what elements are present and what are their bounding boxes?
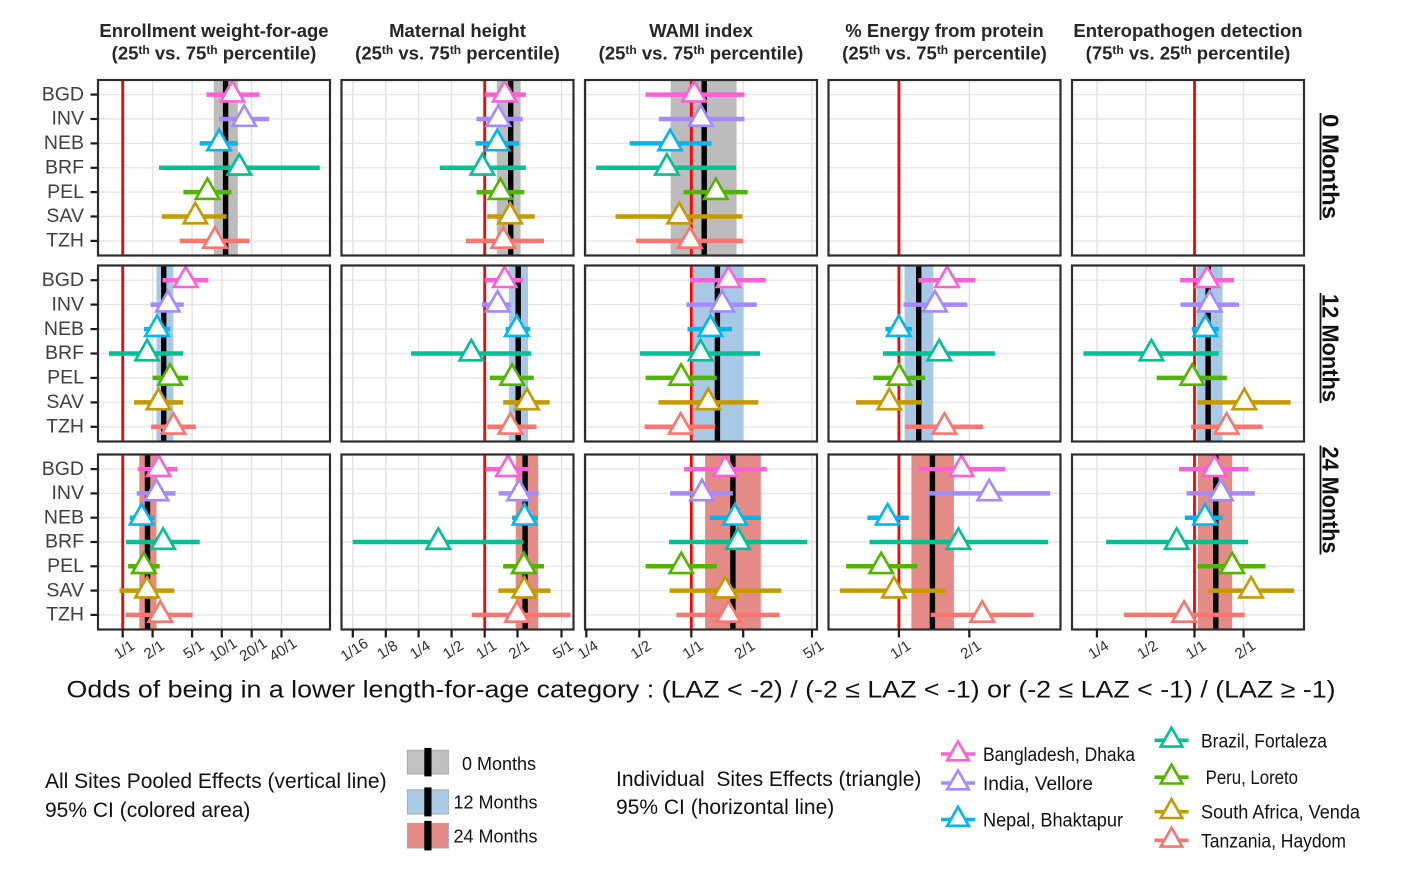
svg-text:NEB: NEB	[44, 318, 84, 340]
svg-text:Odds of being in a lower lengt: Odds of being in a lower length-for-age …	[67, 677, 1336, 704]
svg-text:Peru, Loreto: Peru, Loreto	[1201, 768, 1298, 789]
svg-text:INV: INV	[51, 108, 84, 130]
svg-text:BGD: BGD	[42, 269, 84, 291]
svg-text:NEB: NEB	[44, 506, 84, 528]
svg-text:Maternal height: Maternal height	[389, 20, 526, 41]
svg-text:SAV: SAV	[46, 579, 84, 601]
svg-text:(25th vs. 75th percentile): (25th vs. 75th percentile)	[842, 43, 1047, 64]
svg-text:India, Vellore: India, Vellore	[983, 774, 1093, 795]
svg-text:PEL: PEL	[47, 555, 84, 577]
svg-text:(25th vs. 75th percentile): (25th vs. 75th percentile)	[355, 43, 560, 64]
svg-text:PEL: PEL	[47, 367, 84, 389]
svg-text:(75th vs. 25th percentile): (75th vs. 25th percentile)	[1086, 43, 1291, 64]
svg-text:BGD: BGD	[42, 458, 84, 480]
svg-text:(25th vs. 75th percentile): (25th vs. 75th percentile)	[112, 43, 317, 64]
svg-text:Enrollment weight-for-age: Enrollment weight-for-age	[99, 20, 328, 41]
svg-text:95% CI (colored area): 95% CI (colored area)	[45, 799, 250, 822]
svg-text:Enteropathogen detection: Enteropathogen detection	[1073, 20, 1302, 41]
svg-text:(25th vs. 75th percentile): (25th vs. 75th percentile)	[599, 43, 804, 64]
svg-text:BRF: BRF	[45, 342, 84, 364]
svg-text:Bangladesh, Dhaka: Bangladesh, Dhaka	[983, 745, 1135, 766]
svg-text:BRF: BRF	[45, 531, 84, 553]
svg-text:PEL: PEL	[47, 181, 84, 203]
svg-text:0 Months: 0 Months	[462, 754, 536, 774]
svg-text:TZH: TZH	[46, 230, 84, 252]
svg-text:INV: INV	[51, 482, 84, 504]
svg-text:0 Months: 0 Months	[1318, 114, 1344, 219]
svg-text:Individual Sites Effects (tri: Individual Sites Effects (triangle)	[616, 768, 921, 791]
svg-text:NEB: NEB	[44, 132, 84, 154]
svg-text:SAV: SAV	[46, 391, 84, 413]
svg-text:South Africa, Venda: South Africa, Venda	[1201, 803, 1360, 824]
svg-text:SAV: SAV	[46, 205, 84, 227]
svg-text:WAMI index: WAMI index	[649, 20, 754, 41]
svg-text:INV: INV	[51, 293, 84, 315]
svg-text:12 Months: 12 Months	[1318, 294, 1344, 402]
svg-text:BGD: BGD	[42, 83, 84, 105]
svg-text:Brazil, Fortaleza: Brazil, Fortaleza	[1201, 731, 1327, 752]
svg-text:Tanzania, Haydom: Tanzania, Haydom	[1201, 831, 1346, 852]
svg-text:24 Months: 24 Months	[454, 827, 538, 847]
svg-text:Nepal, Bhaktapur: Nepal, Bhaktapur	[983, 811, 1124, 832]
svg-text:% Energy from protein: % Energy from protein	[845, 20, 1043, 41]
svg-text:BRF: BRF	[45, 156, 84, 178]
svg-text:12 Months: 12 Months	[454, 793, 538, 813]
svg-text:TZH: TZH	[46, 604, 84, 626]
svg-text:24 Months: 24 Months	[1318, 447, 1344, 554]
svg-text:TZH: TZH	[46, 416, 84, 438]
svg-text:All Sites Pooled Effects (vert: All Sites Pooled Effects (vertical line)	[45, 770, 387, 793]
svg-text:95% CI (horizontal line): 95% CI (horizontal line)	[616, 796, 834, 819]
